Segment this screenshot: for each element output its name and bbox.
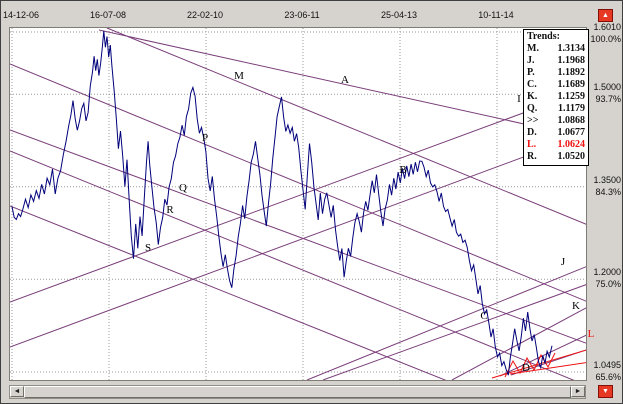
trend-lines <box>10 28 586 380</box>
trend-legend-item: K. 1.1259 <box>527 91 585 102</box>
trend-legend-item: Q. 1.1179 <box>527 103 585 114</box>
trend-legend-item: R. 1.0520 <box>527 151 585 162</box>
trendline-label-A: A <box>341 74 349 86</box>
trend-line-D <box>510 349 586 376</box>
chart-canvas <box>10 28 586 380</box>
x-axis-label: 23-06-11 <box>284 10 320 20</box>
jump-to-bottom-button[interactable]: ▼ <box>598 385 613 398</box>
trend-legend-item: C. 1.1689 <box>527 79 585 90</box>
x-axis: 14-12-06 16-07-08 22-02-10 23-06-11 25-04-13… <box>1 1 585 27</box>
trendline-label-P: P <box>201 132 209 144</box>
y-axis: 1.6010 100.0% 1.5000 93.7% 1.3500 84.3% 1.2000… <box>586 1 622 403</box>
trendline-label-S: S <box>144 242 152 254</box>
trend-line-M <box>106 28 586 225</box>
gridlines <box>10 28 586 380</box>
jump-to-top-button[interactable]: ▲ <box>598 9 613 22</box>
y-axis-percent-label: 75.0% <box>595 279 621 290</box>
trend-line-S <box>10 205 447 380</box>
trends-legend-title: Trends: <box>527 31 560 42</box>
trendline-label-D: D <box>522 362 530 374</box>
trend-line-P <box>10 63 586 302</box>
trendline-label-M: M <box>234 70 244 82</box>
y-axis-percent-label: 84.3% <box>595 186 621 197</box>
x-axis-label: 14-12-06 <box>3 10 40 20</box>
trendline-label-I: I <box>517 93 521 105</box>
trend-line-R <box>10 150 575 380</box>
scroll-left-button[interactable]: ◄ <box>10 386 24 397</box>
trend-legend-item: L. 1.0624 <box>527 139 585 150</box>
y-axis-price-label: 1.3500 <box>593 174 621 185</box>
y-axis-price-label: 1.6010 <box>593 22 621 32</box>
y-axis-price-label: 1.0495 <box>593 359 621 370</box>
horizontal-scrollbar[interactable]: ◄ ► <box>9 385 586 399</box>
trend-line->> <box>499 334 586 377</box>
trendline-label-J: J <box>560 256 566 268</box>
trend-legend-item: P. 1.1892 <box>527 67 585 78</box>
right-arrow-icon: ► <box>574 388 582 395</box>
trend-legend-item: J. 1.1968 <box>527 55 585 66</box>
trendline-label-L: L <box>587 328 595 340</box>
trend-line-I <box>10 89 586 303</box>
left-arrow-icon: ◄ <box>13 388 21 395</box>
trends-legend: Trends: M. 1.3134 J. 1.1968 P. 1.1892 C. 1.1689… <box>523 29 589 166</box>
plot-area[interactable]: Trends: M. 1.3134 J. 1.1968 P. 1.1892 C. 1.1689… <box>9 27 594 381</box>
trend-line-J <box>306 266 586 380</box>
trend-legend-item: >> 1.0868 <box>527 115 585 126</box>
trend-line-L2 <box>509 362 586 375</box>
red-wave-pattern <box>504 352 556 378</box>
y-axis-percent-label: 100.0% <box>590 34 621 44</box>
x-axis-label: 16-07-08 <box>89 10 126 20</box>
y-axis-price-label: 1.2000 <box>593 267 621 278</box>
y-axis-percent-label: 93.7% <box>595 94 621 105</box>
trendline-label-K: K <box>572 300 580 312</box>
y-axis-price-label: 1.5000 <box>593 82 621 93</box>
trend-line-C <box>322 284 586 380</box>
x-axis-label: 25-04-13 <box>380 10 417 20</box>
trend-line-B <box>10 133 586 348</box>
up-arrow-icon: ▲ <box>602 12 609 19</box>
trendline-label-C: C <box>480 310 488 322</box>
scroll-right-button[interactable]: ► <box>571 386 585 397</box>
trend-legend-item: D. 1.0677 <box>527 127 585 138</box>
trendline-label-B: B <box>399 164 407 176</box>
trendline-label-Q: Q <box>179 182 187 194</box>
price-series <box>11 30 553 376</box>
scrollbar-thumb[interactable] <box>24 386 571 398</box>
trendline-label-R: R <box>166 204 174 216</box>
trend-line-A <box>98 29 586 139</box>
x-axis-label: 22-02-10 <box>187 10 224 20</box>
trend-legend-item: M. 1.3134 <box>527 43 585 54</box>
down-arrow-icon: ▼ <box>602 388 609 395</box>
x-axis-label: 10-11-14 <box>478 10 514 20</box>
trend-line-Q <box>10 129 586 344</box>
y-axis-percent-label: 65.6% <box>595 371 621 382</box>
